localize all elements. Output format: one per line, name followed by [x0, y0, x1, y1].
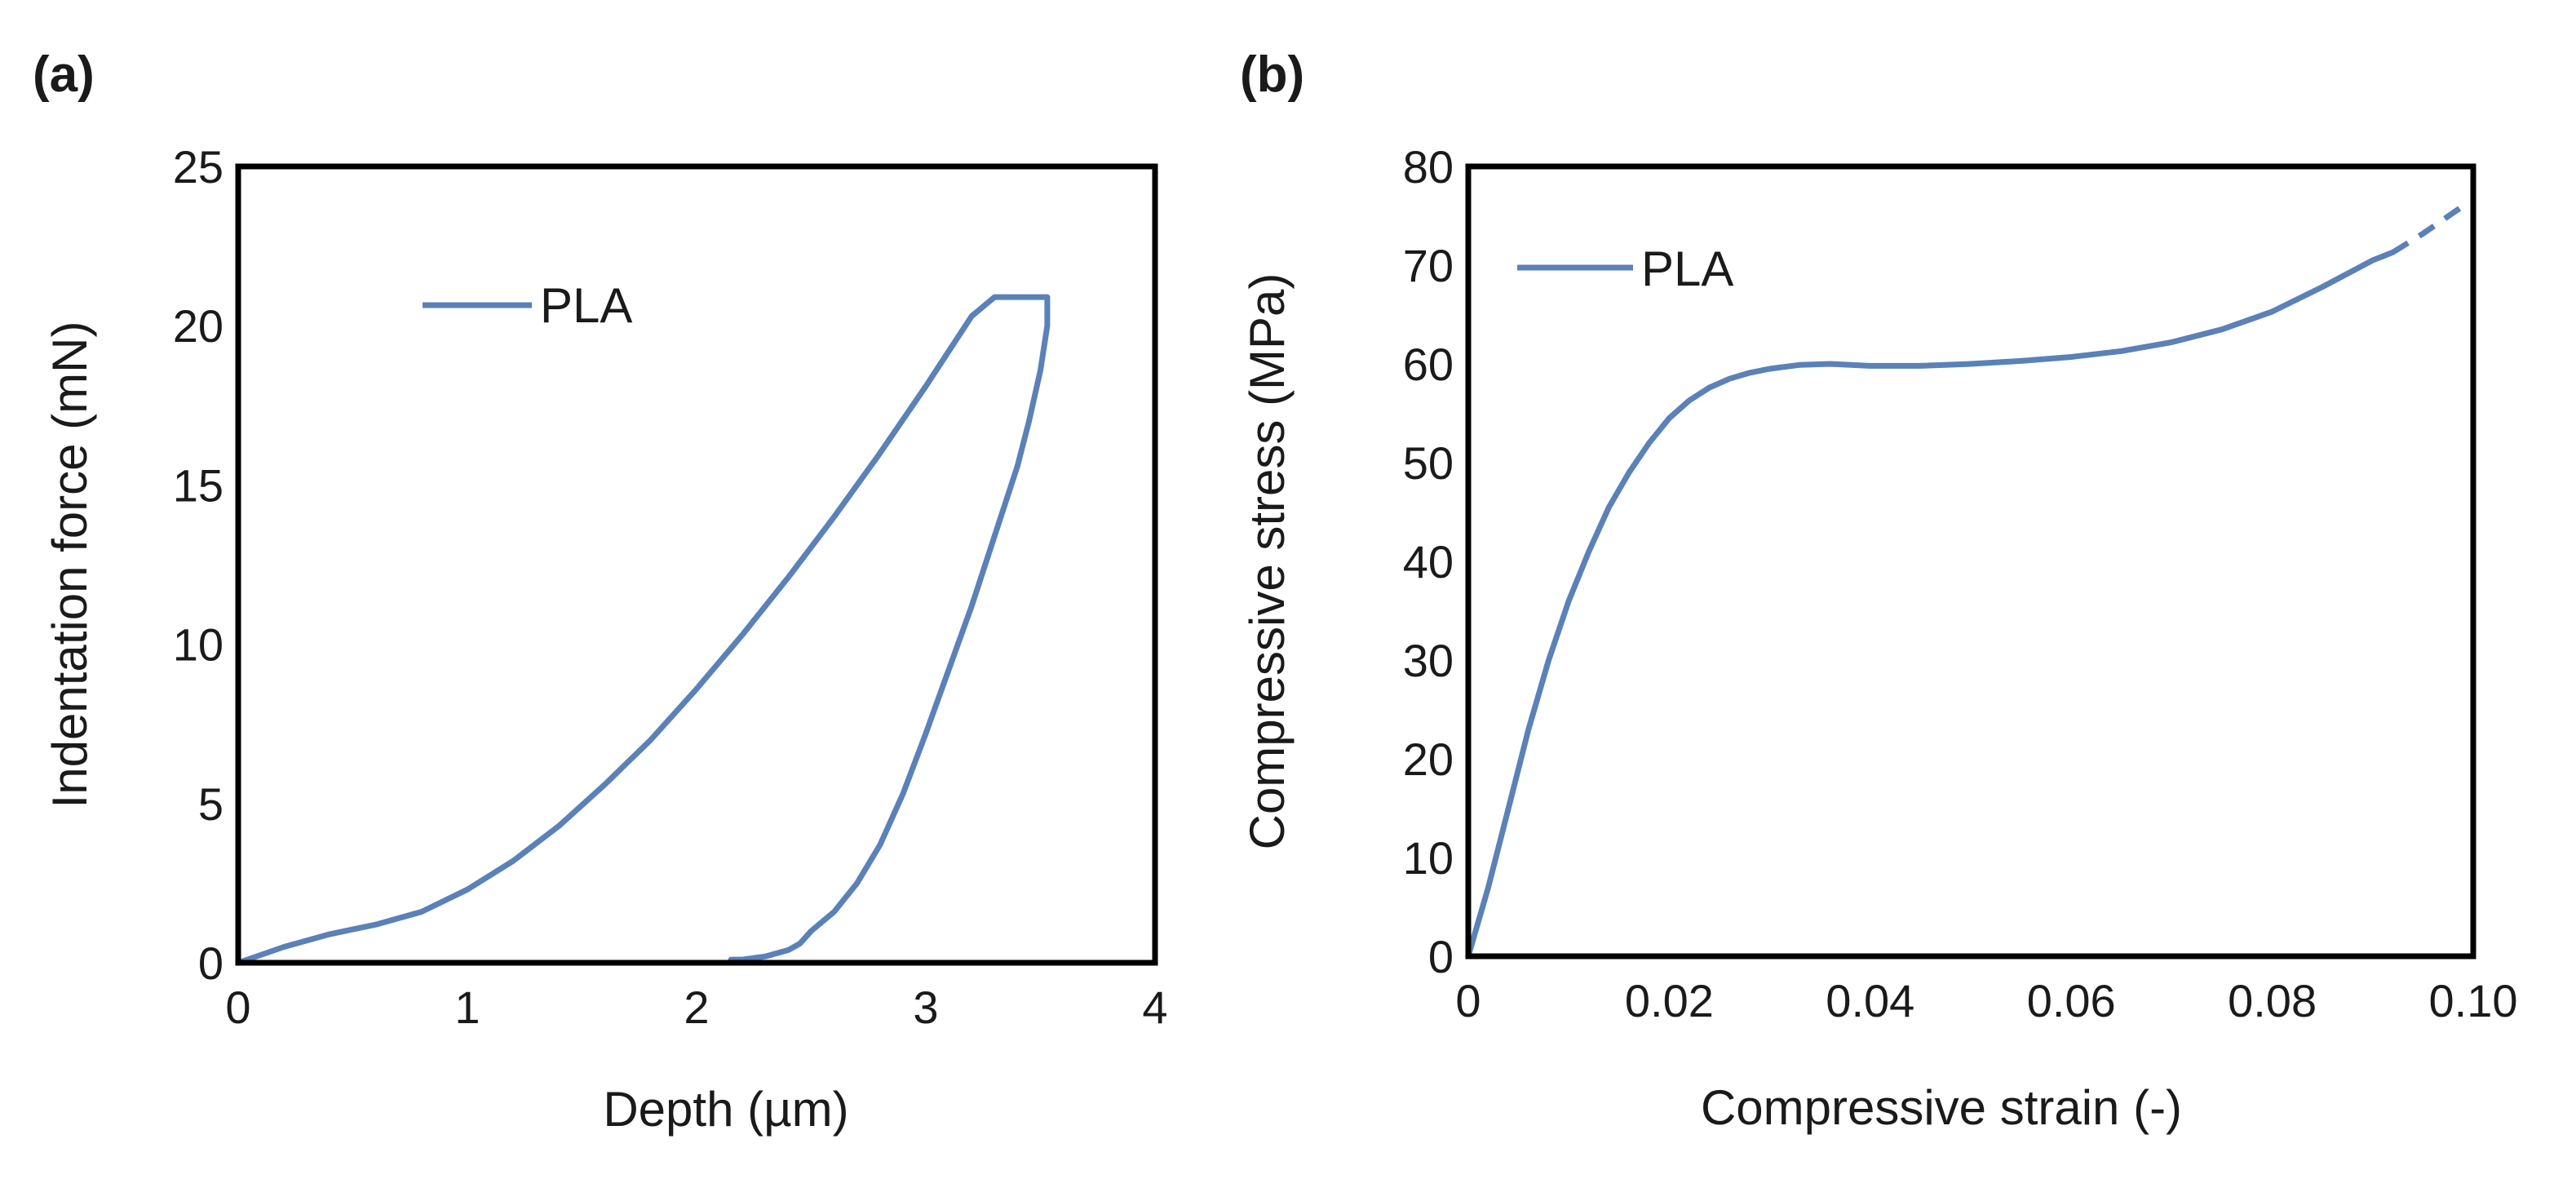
panel-b-legend-label: PLA [1641, 242, 1733, 296]
panel-a-y-tick-label: 20 [173, 300, 224, 352]
panel-b-x-tick-label: 0.02 [1625, 975, 1714, 1026]
panel-a-y-tick-label: 25 [173, 141, 224, 193]
panel-b-x-tick-label: 0 [1455, 975, 1481, 1026]
panel-a-x-ticks: 0 1 2 3 4 [225, 982, 1167, 1033]
panel-b-y-tick-label: 70 [1403, 240, 1454, 291]
panel-a-plot-frame [235, 163, 1158, 966]
panel-b-x-tick-label: 0.06 [2027, 975, 2116, 1026]
panel-a-x-axis-label: Depth (µm) [603, 1082, 848, 1137]
panel-b-y-tick-label: 80 [1403, 141, 1454, 193]
panel-b-y-tick-label: 10 [1403, 832, 1454, 884]
panel-a-y-tick-label: 5 [198, 778, 224, 830]
panel-b-x-axis-label: Compressive strain (-) [1701, 1080, 2182, 1135]
panel-b-y-tick-label: 30 [1403, 635, 1454, 686]
panel-b-x-ticks: 0 0.02 0.04 0.06 0.08 0.10 [1455, 975, 2517, 1026]
panel-a-y-tick-label: 0 [198, 937, 224, 989]
panel-b-label: (b) [1240, 47, 1304, 103]
panel-a-x-tick-label: 1 [454, 982, 480, 1033]
panel-a-x-tick-label: 3 [913, 982, 938, 1033]
panel-b-y-tick-label: 60 [1403, 339, 1454, 390]
panel-b-y-ticks: 0 10 20 30 40 50 60 70 80 [1403, 141, 1454, 982]
panel-a-x-tick-label: 0 [225, 982, 250, 1033]
panel-a: (a) 0 5 10 15 20 25 0 1 2 3 4 PLA Depth (µm) Inde… [33, 47, 1168, 1137]
panel-b-y-axis-label: Compressive stress (MPa) [1240, 273, 1295, 850]
panel-a-y-ticks: 0 5 10 15 20 25 [173, 141, 224, 989]
panel-a-x-tick-label: 4 [1142, 982, 1167, 1033]
panel-b-y-tick-label: 50 [1403, 437, 1454, 489]
panel-a-series-pla-line [235, 294, 1051, 966]
panel-a-y-axis-label: Indentation force (mN) [42, 321, 97, 809]
panel-b-y-tick-label: 0 [1428, 931, 1454, 982]
panel-a-x-tick-label: 2 [684, 982, 709, 1033]
panel-b-series-pla-line [1465, 249, 2396, 960]
panel-b-series-pla-dashed-extension [2391, 203, 2465, 255]
panel-a-y-tick-label: 10 [173, 619, 224, 671]
panel-b-y-tick-label: 20 [1403, 734, 1454, 785]
panel-a-y-tick-label: 15 [173, 459, 224, 511]
panel-b-x-tick-label: 0.04 [1826, 975, 1914, 1026]
panel-a-label: (a) [33, 47, 95, 103]
panel-b-y-tick-label: 40 [1403, 536, 1454, 587]
panel-b-x-tick-label: 0.10 [2429, 975, 2518, 1026]
panel-a-legend-label: PLA [540, 278, 632, 333]
panel-b-x-tick-label: 0.08 [2228, 975, 2317, 1026]
panel-b-plot-frame [1465, 163, 2476, 960]
